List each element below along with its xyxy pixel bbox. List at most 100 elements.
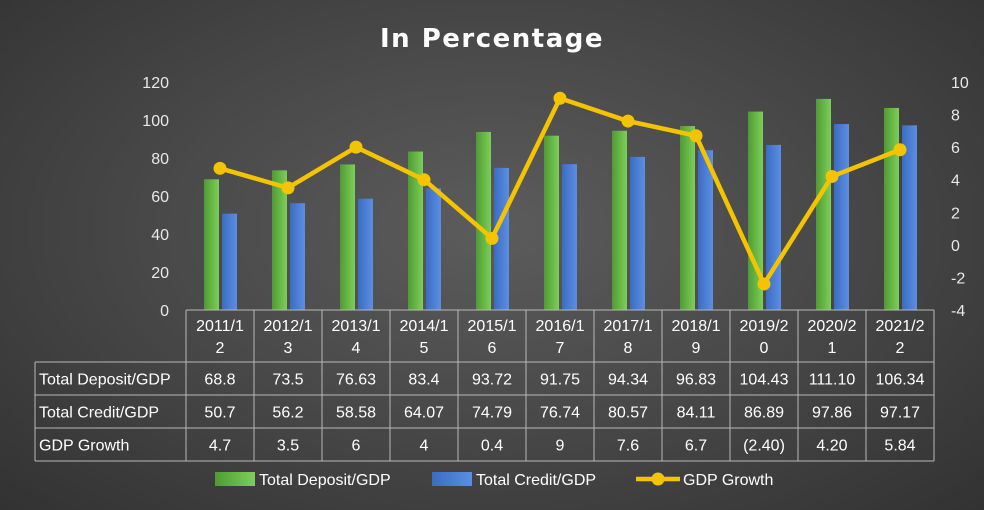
deposit-bar — [408, 151, 423, 310]
credit-bar — [358, 198, 373, 310]
right-tick-label: 4 — [951, 173, 960, 190]
gdp-growth-point — [757, 277, 771, 291]
category-label-line2: 2 — [216, 340, 225, 357]
gdp-growth-point — [621, 114, 635, 128]
legend-label: Total Deposit/GDP — [259, 472, 391, 489]
table-cell: 83.4 — [408, 372, 439, 389]
table-cell: 9 — [556, 438, 565, 455]
credit-bar — [562, 164, 577, 310]
category-label: 2017/1 8 — [604, 318, 653, 357]
category-label-line1: 2021/2 — [876, 318, 925, 335]
credit-bar — [766, 144, 781, 310]
table-cell: 68.8 — [204, 372, 235, 389]
table-row-label: Total Credit/GDP — [39, 405, 159, 422]
category-label: 2016/1 7 — [536, 318, 585, 357]
table-cell: 80.57 — [608, 405, 648, 422]
table-cell: 106.34 — [876, 372, 925, 389]
left-tick-label: 20 — [151, 265, 169, 282]
table-row-label: Total Deposit/GDP — [39, 372, 171, 389]
deposit-bar — [272, 170, 287, 310]
gdp-growth-point — [893, 143, 907, 157]
left-tick-label: 60 — [151, 189, 169, 206]
category-label-line2: 0 — [760, 340, 769, 357]
legend-label: GDP Growth — [683, 472, 773, 489]
credit-bar — [834, 124, 849, 310]
category-label: 2019/2 0 — [740, 318, 789, 357]
category-label-line2: 5 — [420, 340, 429, 357]
deposit-bar — [476, 131, 491, 310]
table-cell: 56.2 — [272, 405, 303, 422]
left-tick-label: 80 — [151, 151, 169, 168]
deposit-bar — [612, 130, 627, 310]
credit-bar — [494, 167, 509, 310]
table-cell: 91.75 — [540, 372, 580, 389]
table-cell: 4.20 — [816, 438, 847, 455]
credit-bar — [698, 150, 713, 310]
category-label-line1: 2017/1 — [604, 318, 653, 335]
category-label-line1: 2020/2 — [808, 318, 857, 335]
category-label-line1: 2016/1 — [536, 318, 585, 335]
table-cell: 93.72 — [472, 372, 512, 389]
category-label: 2014/1 5 — [400, 318, 449, 357]
table-cell: 50.7 — [204, 405, 235, 422]
table-cell: 104.43 — [740, 372, 789, 389]
table-cell: (2.40) — [743, 438, 785, 455]
table-cell: 0.4 — [481, 438, 503, 455]
deposit-bar — [340, 164, 355, 310]
table-cell: 74.79 — [472, 405, 512, 422]
credit-bar — [290, 203, 305, 310]
credit-bar — [630, 156, 645, 310]
gdp-growth-point — [825, 169, 839, 183]
table-cell: 64.07 — [404, 405, 444, 422]
right-tick-label: 2 — [951, 205, 960, 222]
legend-label: Total Credit/GDP — [476, 472, 596, 489]
legend-swatch-credit — [432, 472, 472, 486]
table-cell: 86.89 — [744, 405, 784, 422]
category-label-line2: 9 — [692, 340, 701, 357]
gdp-growth-point — [213, 161, 227, 175]
category-label-line1: 2019/2 — [740, 318, 789, 335]
gdp-growth-point — [417, 173, 431, 187]
bar-series — [204, 98, 917, 310]
left-y-axis: 0 20 40 60 80 100 120 — [142, 75, 169, 320]
category-label-line2: 7 — [556, 340, 565, 357]
category-label-line1: 2012/1 — [264, 318, 313, 335]
table-cell: 76.63 — [336, 372, 376, 389]
gdp-growth-point — [553, 91, 567, 105]
category-label: 2013/1 4 — [332, 318, 381, 357]
right-tick-label: 0 — [951, 238, 960, 255]
right-y-axis: -4 -2 0 2 4 6 8 10 — [951, 75, 969, 320]
table-cell: 96.83 — [676, 372, 716, 389]
category-label-line2: 4 — [352, 340, 361, 357]
left-tick-label: 100 — [142, 113, 169, 130]
right-tick-label: -2 — [951, 270, 965, 287]
deposit-bar — [204, 179, 219, 310]
gdp-growth-line — [219, 96, 901, 287]
table-cell: 3.5 — [277, 438, 299, 455]
legend: Total Deposit/GDP Total Credit/GDP GDP Gro… — [215, 472, 773, 489]
data-table: 2011/1 2 2012/1 3 2013/1 4 2014/1 5 2015/1 6 2016/… — [34, 309, 935, 462]
right-tick-label: 6 — [951, 140, 960, 157]
right-tick-label: 10 — [951, 75, 969, 92]
credit-bar — [222, 213, 237, 310]
category-label-line2: 8 — [624, 340, 633, 357]
table-cell: 97.17 — [880, 405, 920, 422]
table-cell: 4.7 — [209, 438, 231, 455]
left-tick-label: 0 — [160, 303, 169, 320]
category-label-line1: 2011/1 — [196, 318, 244, 335]
table-cell: 6.7 — [685, 438, 707, 455]
table-cell: 76.74 — [540, 405, 580, 422]
table-cell: 84.11 — [677, 405, 716, 422]
category-label-line2: 3 — [284, 340, 293, 357]
legend-swatch-growth-marker — [651, 472, 665, 486]
table-cell: 7.6 — [617, 438, 639, 455]
category-label: 2011/1 2 — [196, 318, 244, 357]
category-label-line1: 2014/1 — [400, 318, 449, 335]
category-label-line1: 2015/1 — [468, 318, 517, 335]
category-label: 2018/1 9 — [672, 318, 721, 357]
category-label-line2: 6 — [488, 340, 497, 357]
gdp-growth-point — [281, 181, 295, 195]
left-tick-label: 120 — [142, 75, 169, 92]
table-cell: 5.84 — [884, 438, 915, 455]
